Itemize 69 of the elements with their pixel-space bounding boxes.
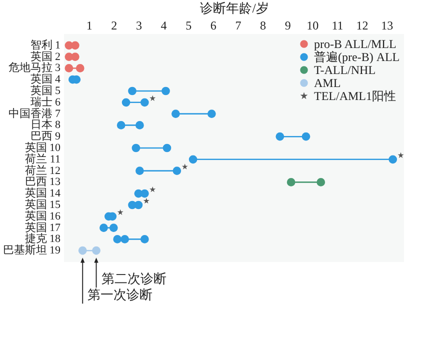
y-tick-label: 巴西 9 — [30, 130, 61, 143]
x-tick-label: 5 — [186, 18, 192, 32]
y-tick-label: 荷兰 11 — [25, 152, 60, 166]
point — [128, 200, 136, 210]
x-axis-title: 诊断年龄/岁 — [200, 0, 269, 16]
legend-label: 普遍(pre-B) ALL — [314, 50, 400, 64]
y-tick-label: 智利 1 — [30, 38, 60, 52]
y-tick-label: 荷兰 12 — [24, 164, 60, 177]
annotation: 第一次诊断 — [88, 286, 153, 302]
point — [120, 235, 129, 244]
point — [136, 166, 144, 175]
y-tick-label: 英国 5 — [30, 84, 61, 97]
point — [302, 132, 310, 141]
x-tick-label: 9 — [284, 18, 291, 32]
y-tick-label: 英国 15 — [24, 198, 61, 211]
point — [76, 64, 84, 72]
y-tick-label: 中国香港 7 — [8, 106, 61, 120]
annotation: 第二次诊断 — [101, 270, 166, 286]
x-tick-label: 2 — [111, 18, 118, 32]
y-tick-label: 危地马拉 3 — [8, 61, 61, 74]
y-tick-label: 瑞士 6 — [30, 95, 61, 108]
x-tick-label: 12 — [356, 18, 368, 32]
point — [100, 224, 108, 232]
x-tick-label: 8 — [260, 18, 266, 32]
y-tick-label: 英国 16 — [24, 209, 61, 222]
point — [140, 98, 149, 107]
point — [162, 86, 170, 96]
x-tick-label: 13 — [381, 18, 394, 32]
point — [207, 110, 216, 118]
point — [92, 246, 100, 255]
legend-label: T-ALL/NHL — [314, 63, 376, 77]
point — [316, 178, 326, 186]
point — [109, 224, 118, 232]
point — [64, 64, 74, 72]
point — [128, 86, 136, 96]
point — [171, 110, 180, 118]
legend-label: AML — [314, 76, 341, 90]
x-tick-label: 3 — [136, 18, 142, 32]
y-tick-label: 巴基斯坦 19 — [2, 244, 61, 257]
point — [136, 121, 144, 130]
y-tick-label: 捷克 18 — [24, 232, 61, 246]
point — [116, 121, 126, 130]
point — [276, 132, 284, 141]
x-tick-label: 4 — [160, 18, 167, 32]
point — [188, 155, 198, 164]
point — [134, 189, 143, 198]
y-tick-label: 英国 2 — [30, 50, 60, 63]
point — [132, 144, 140, 152]
x-tick-label: 11 — [332, 18, 344, 32]
y-tick-label: 英国 4 — [30, 72, 61, 86]
x-tick-label: 1 — [86, 18, 92, 32]
y-tick-label: 英国 10 — [24, 141, 61, 154]
x-tick-label: 6 — [210, 18, 216, 32]
point — [140, 235, 149, 244]
x-tick-label: 7 — [235, 18, 242, 32]
point — [122, 98, 130, 107]
point — [113, 235, 122, 244]
y-tick-label: 巴西 13 — [24, 176, 61, 188]
x-tick-label: 10 — [306, 18, 319, 32]
y-tick-label: 英国 14 — [24, 186, 61, 200]
y-tick-label: 英国 17 — [24, 220, 61, 234]
legend-label: TEL/AML1阳性 — [314, 89, 396, 103]
point — [172, 166, 182, 175]
y-tick-label: 日本 8 — [30, 118, 61, 132]
point — [162, 144, 172, 152]
legend-label: pro-B ALL/MLL — [314, 37, 396, 51]
point — [388, 155, 398, 164]
point — [78, 246, 87, 255]
point — [286, 178, 296, 186]
